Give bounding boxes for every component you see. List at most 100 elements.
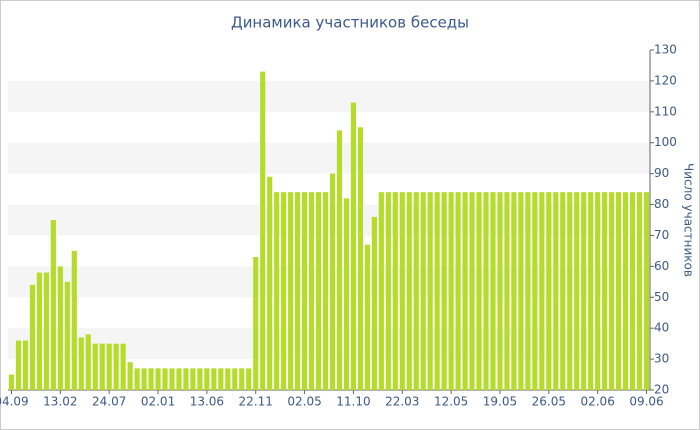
- y-tick-label: 60: [654, 259, 669, 273]
- bar: [455, 192, 461, 390]
- bar: [22, 340, 29, 390]
- bar: [504, 192, 510, 390]
- bar: [476, 192, 482, 390]
- bar: [378, 192, 384, 390]
- x-tick-label: 02.06: [580, 395, 614, 409]
- bar: [581, 192, 587, 390]
- bar: [197, 368, 203, 390]
- bar: [232, 368, 238, 390]
- x-tick-label: 24.07: [92, 395, 126, 409]
- bar: [169, 368, 175, 390]
- bar: [162, 368, 168, 390]
- bar: [511, 192, 517, 390]
- bar: [343, 198, 350, 390]
- bar: [462, 192, 468, 390]
- bar: [204, 368, 210, 390]
- x-tick-label: 02.05: [287, 395, 321, 409]
- bar: [609, 192, 615, 390]
- bar: [574, 192, 580, 390]
- bar: [371, 216, 377, 390]
- bar: [8, 374, 15, 390]
- bar: [595, 192, 601, 390]
- x-tick-label: 19.05: [483, 395, 517, 409]
- bar: [483, 192, 489, 390]
- bar: [134, 368, 140, 390]
- bar: [176, 368, 182, 390]
- grid-band: [8, 142, 650, 174]
- bar: [441, 192, 447, 390]
- y-tick-label: 40: [654, 321, 669, 335]
- bar: [350, 102, 357, 390]
- y-tick-label: 130: [654, 43, 677, 57]
- bar: [602, 192, 608, 390]
- bar: [64, 281, 70, 390]
- bar: [308, 192, 315, 390]
- x-tick-label: 13.06: [190, 395, 224, 409]
- y-tick-label: 90: [654, 166, 669, 180]
- bar: [336, 130, 343, 390]
- bar: [246, 368, 252, 390]
- bar: [497, 192, 503, 390]
- bar: [420, 192, 426, 390]
- x-tick-label: 09.06: [629, 395, 663, 409]
- x-tick-label: 22.03: [385, 395, 419, 409]
- bar: [50, 220, 56, 390]
- y-tick-label: 110: [654, 104, 677, 118]
- bar: [183, 368, 189, 390]
- bar: [78, 337, 84, 390]
- bar: [301, 192, 308, 390]
- bar: [29, 284, 36, 390]
- bar: [218, 368, 224, 390]
- bar: [148, 368, 154, 390]
- bar: [636, 192, 643, 390]
- bar: [364, 244, 370, 390]
- x-tick-label: 26.05: [532, 395, 566, 409]
- y-tick-label: 120: [654, 73, 677, 87]
- y-tick-label: 20: [654, 383, 669, 397]
- x-tick-label: 11.10: [336, 395, 370, 409]
- bar: [490, 192, 496, 390]
- bar: [629, 192, 636, 390]
- bar: [329, 173, 336, 390]
- bar: [57, 266, 63, 390]
- bar: [295, 192, 301, 390]
- bar: [99, 343, 105, 390]
- bar: [225, 368, 231, 390]
- x-tick-label: 13.02: [43, 395, 77, 409]
- bar: [392, 192, 398, 390]
- bar: [413, 192, 419, 390]
- y-axis-label: Число участников: [682, 163, 696, 277]
- bar: [399, 192, 405, 390]
- y-tick-label: 50: [654, 290, 669, 304]
- bar: [315, 192, 322, 390]
- y-tick-label: 30: [654, 352, 669, 366]
- y-tick-label: 100: [654, 135, 677, 149]
- x-tick-label: 12.05: [434, 395, 468, 409]
- bar: [546, 192, 552, 390]
- bar: [525, 192, 531, 390]
- bar: [532, 192, 538, 390]
- bar: [274, 192, 280, 390]
- bar: [406, 192, 412, 390]
- bar: [36, 272, 42, 390]
- bar: [141, 368, 147, 390]
- bar: [260, 71, 266, 391]
- bar: [190, 368, 196, 390]
- bar: [15, 340, 22, 390]
- bar: [357, 127, 363, 390]
- bar: [85, 334, 91, 390]
- bar: [469, 192, 475, 390]
- bar: [560, 192, 566, 390]
- y-tick-label: 70: [654, 228, 669, 242]
- bar: [120, 343, 126, 390]
- bar: [643, 192, 650, 390]
- x-tick-label: 02.01: [141, 395, 175, 409]
- bar: [155, 368, 161, 390]
- y-tick-label: 80: [654, 197, 669, 211]
- bar: [92, 343, 98, 390]
- bar: [288, 192, 294, 390]
- bar: [106, 343, 112, 390]
- chart-title: Динамика участников беседы: [231, 14, 469, 32]
- bar: [43, 272, 49, 390]
- bar: [267, 176, 273, 390]
